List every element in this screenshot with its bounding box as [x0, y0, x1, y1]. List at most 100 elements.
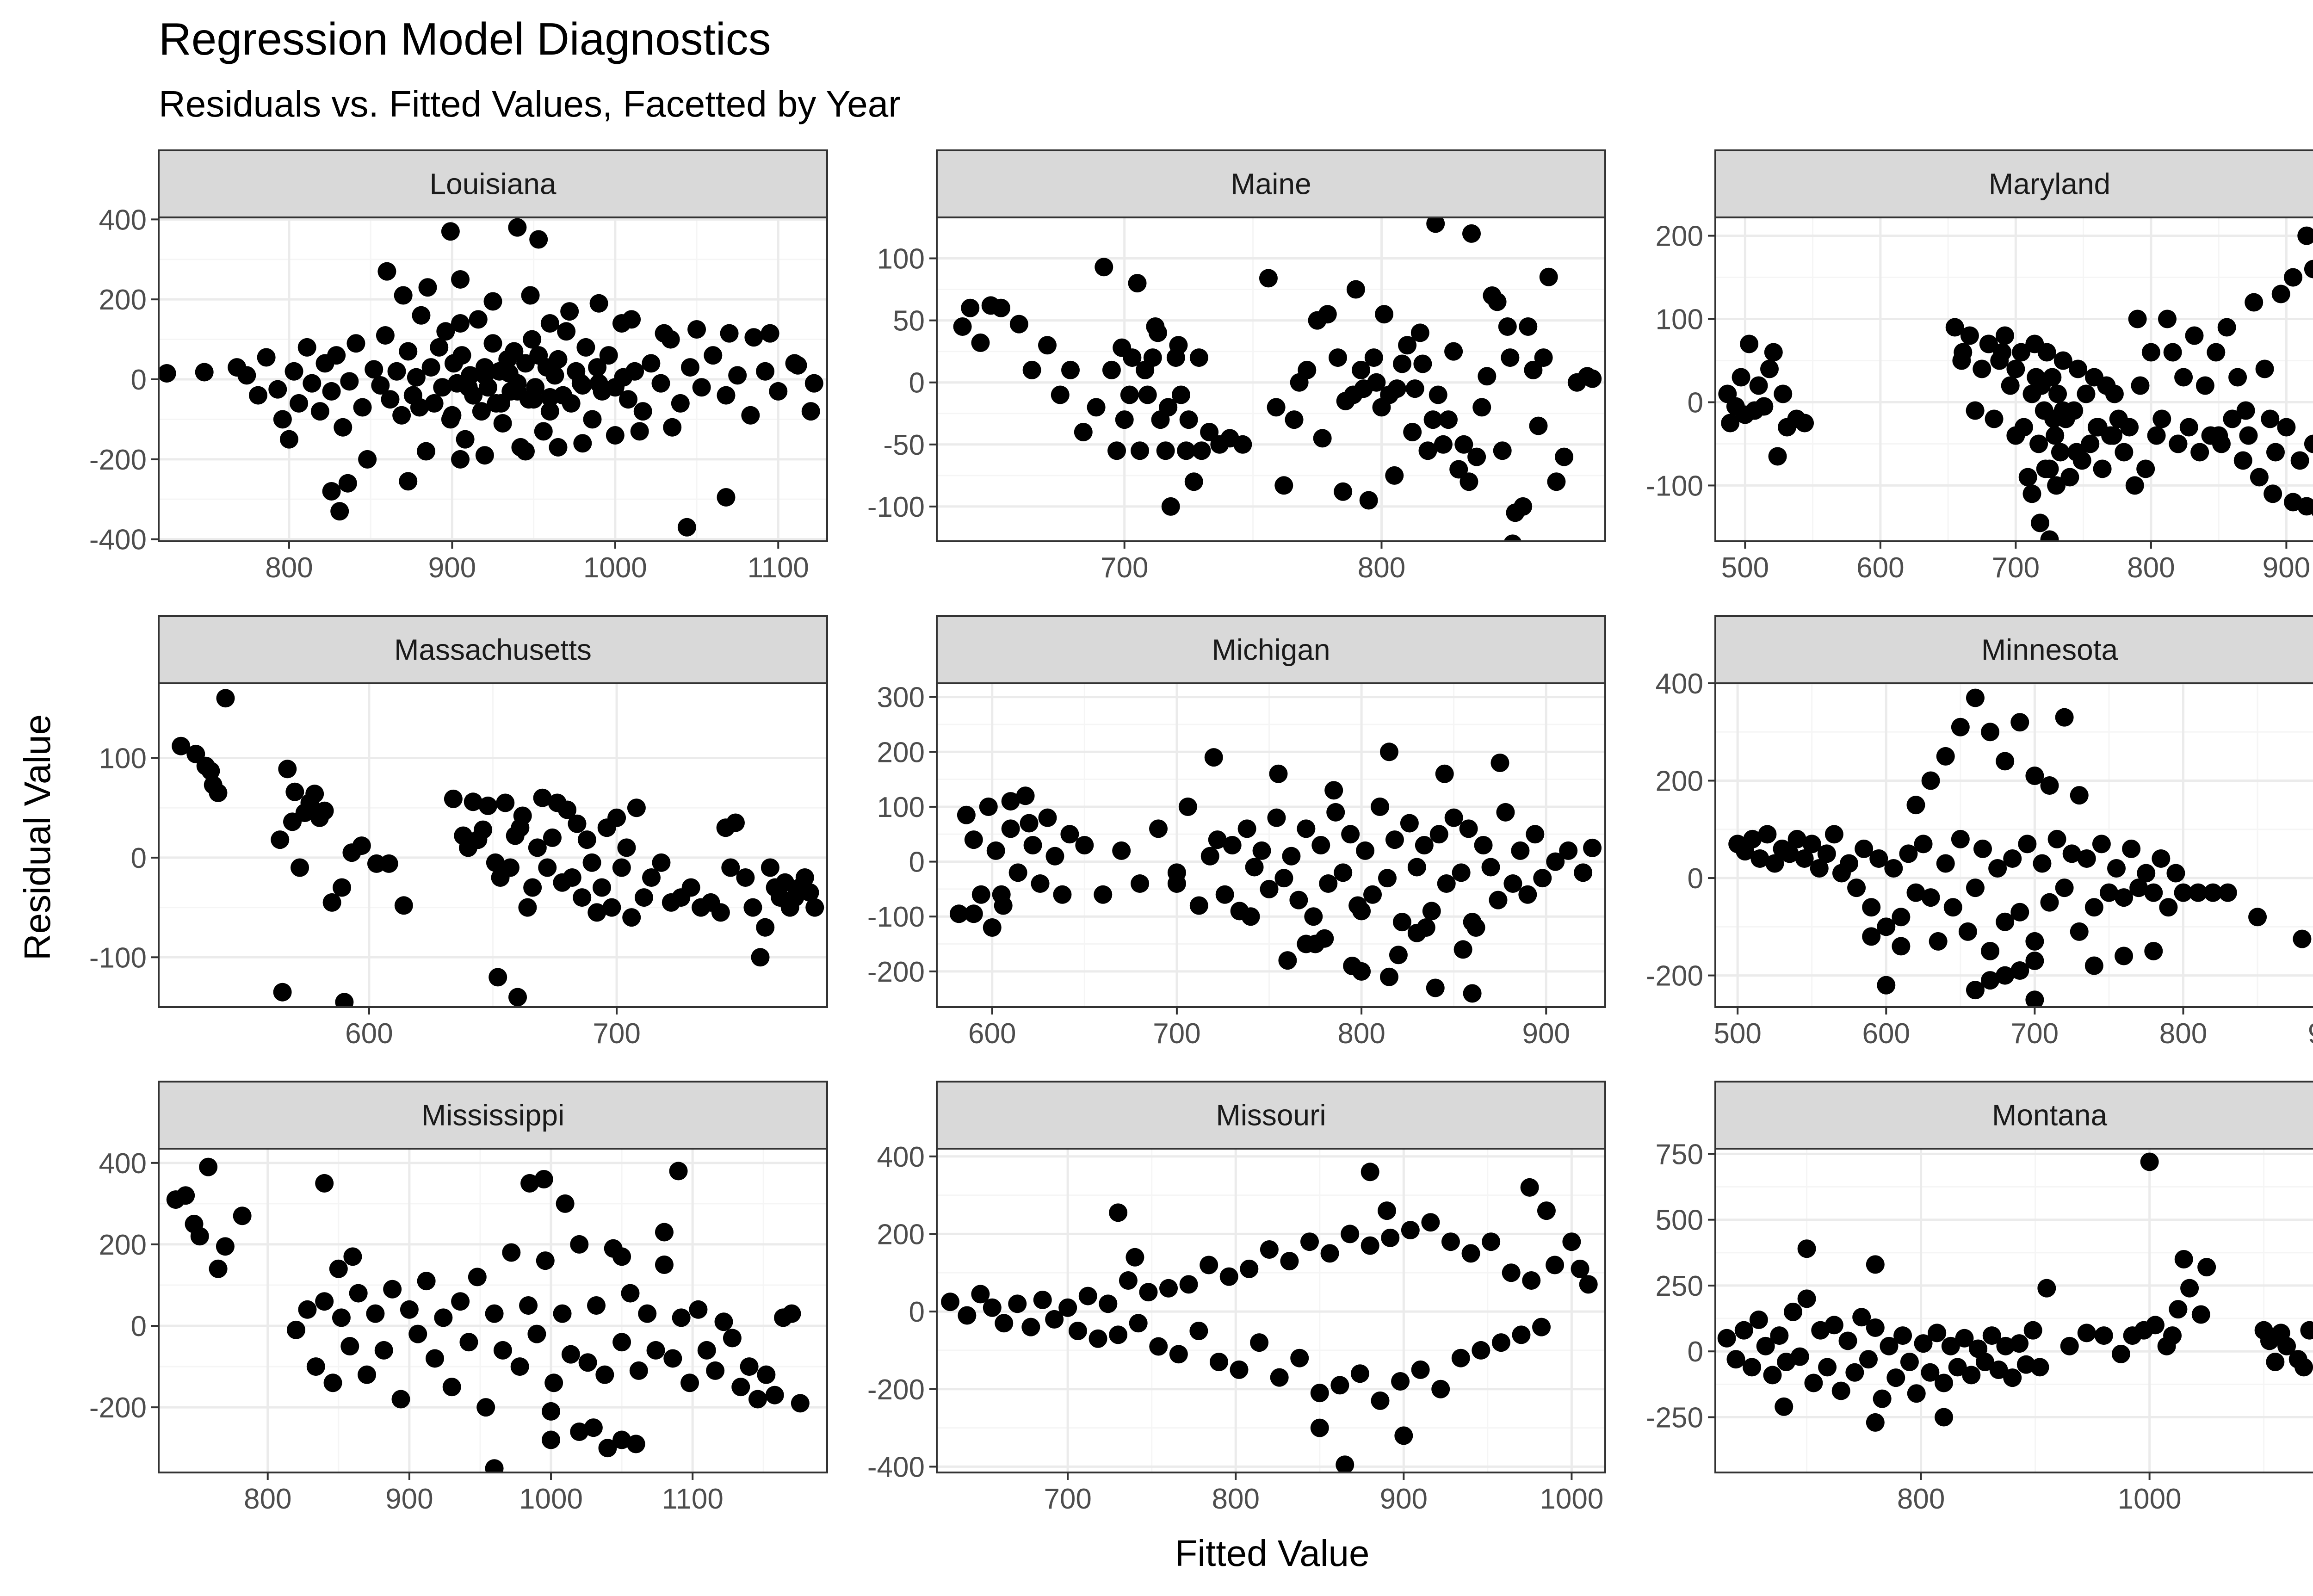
- data-point: [1460, 472, 1478, 491]
- data-point: [1394, 1426, 1413, 1445]
- x-tick-label: 1000: [1540, 1483, 1603, 1515]
- data-point: [1935, 1408, 1954, 1427]
- data-point: [1524, 360, 1543, 379]
- data-point: [412, 306, 431, 325]
- data-point: [1053, 885, 1072, 904]
- data-point: [1074, 422, 1093, 441]
- data-point: [209, 783, 228, 802]
- data-point: [2092, 835, 2111, 854]
- data-point: [408, 1324, 427, 1343]
- data-point: [459, 378, 478, 397]
- data-point: [1756, 1336, 1775, 1355]
- data-point: [1886, 1368, 1905, 1387]
- data-point: [1726, 1350, 1745, 1369]
- data-point: [1289, 891, 1308, 909]
- data-point: [804, 374, 823, 393]
- data-point: [761, 324, 779, 343]
- data-point: [1880, 1336, 1899, 1355]
- y-tick-label: -100: [867, 901, 925, 933]
- data-point: [1179, 410, 1198, 429]
- panel-border: [158, 682, 828, 1008]
- data-point: [800, 883, 819, 902]
- data-point: [2036, 459, 2055, 478]
- x-tick-label: 600: [1856, 552, 1904, 584]
- data-point: [1996, 966, 2015, 985]
- data-point: [441, 222, 460, 241]
- data-point: [1993, 343, 2012, 362]
- data-point: [1797, 1289, 1816, 1308]
- data-point: [1392, 354, 1411, 373]
- data-point: [1770, 1326, 1789, 1345]
- data-points: [1717, 1152, 2313, 1432]
- data-point: [1171, 385, 1190, 404]
- data-point: [1128, 274, 1147, 293]
- data-point: [209, 1259, 228, 1278]
- data-point: [795, 868, 814, 887]
- data-point: [496, 793, 515, 812]
- data-point: [621, 1284, 640, 1303]
- data-point: [556, 1194, 575, 1213]
- data-point: [1877, 976, 1896, 995]
- data-point: [1914, 1334, 1933, 1353]
- data-point: [1514, 497, 1533, 516]
- data-point: [1892, 937, 1911, 956]
- data-point: [964, 830, 983, 849]
- data-point: [1422, 902, 1441, 921]
- data-point: [1758, 825, 1777, 844]
- data-point: [199, 1157, 218, 1176]
- data-point: [1400, 814, 1419, 833]
- data-point: [1537, 1201, 1556, 1220]
- y-tick-label: 400: [877, 1141, 925, 1173]
- data-point: [612, 1247, 631, 1266]
- data-point: [2077, 384, 2096, 403]
- x-axis-title: Fitted Value: [1175, 1533, 1370, 1574]
- data-point: [606, 426, 625, 445]
- data-point: [562, 394, 581, 413]
- data-point: [529, 230, 548, 249]
- data-point: [2294, 1358, 2313, 1377]
- data-point: [1831, 1381, 1850, 1400]
- data-point: [717, 386, 736, 405]
- data-point: [436, 322, 455, 341]
- data-point: [1444, 342, 1463, 361]
- data-point: [1375, 305, 1394, 324]
- facet-strip: [1714, 149, 2313, 218]
- data-point: [1966, 878, 1985, 897]
- data-point: [1907, 1384, 1926, 1403]
- facet-strip: [1714, 615, 2313, 684]
- data-point: [1760, 359, 1779, 378]
- data-point: [765, 1386, 784, 1404]
- data-point: [1981, 941, 2000, 960]
- data-point: [687, 320, 706, 339]
- data-point: [642, 868, 661, 887]
- data-point: [508, 218, 527, 237]
- data-point: [607, 808, 626, 827]
- data-point: [452, 346, 471, 365]
- data-point: [1948, 1358, 1967, 1377]
- data-point: [642, 354, 661, 373]
- y-tick-label: 400: [1656, 668, 1703, 700]
- chart-subtitle: Residuals vs. Fitted Values, Facetted by…: [159, 83, 901, 124]
- data-point: [1102, 360, 1121, 379]
- data-point: [1877, 917, 1896, 936]
- data-point: [986, 841, 1005, 860]
- data-point: [743, 898, 762, 917]
- data-point: [1583, 369, 1602, 388]
- data-point: [278, 760, 297, 779]
- data-point: [2115, 946, 2134, 965]
- data-point: [286, 1320, 305, 1339]
- data-point: [1075, 836, 1094, 854]
- data-points: [1728, 688, 2312, 1007]
- data-point: [1824, 825, 1843, 844]
- data-point: [2174, 1250, 2193, 1269]
- data-point: [544, 1373, 563, 1392]
- data-point: [1061, 360, 1080, 379]
- data-point: [602, 898, 621, 917]
- data-point: [418, 278, 437, 297]
- data-point: [381, 390, 400, 409]
- data-point: [1973, 839, 1992, 858]
- y-tick-label: 100: [877, 243, 925, 275]
- data-point: [1817, 844, 1836, 863]
- data-point: [2070, 922, 2089, 941]
